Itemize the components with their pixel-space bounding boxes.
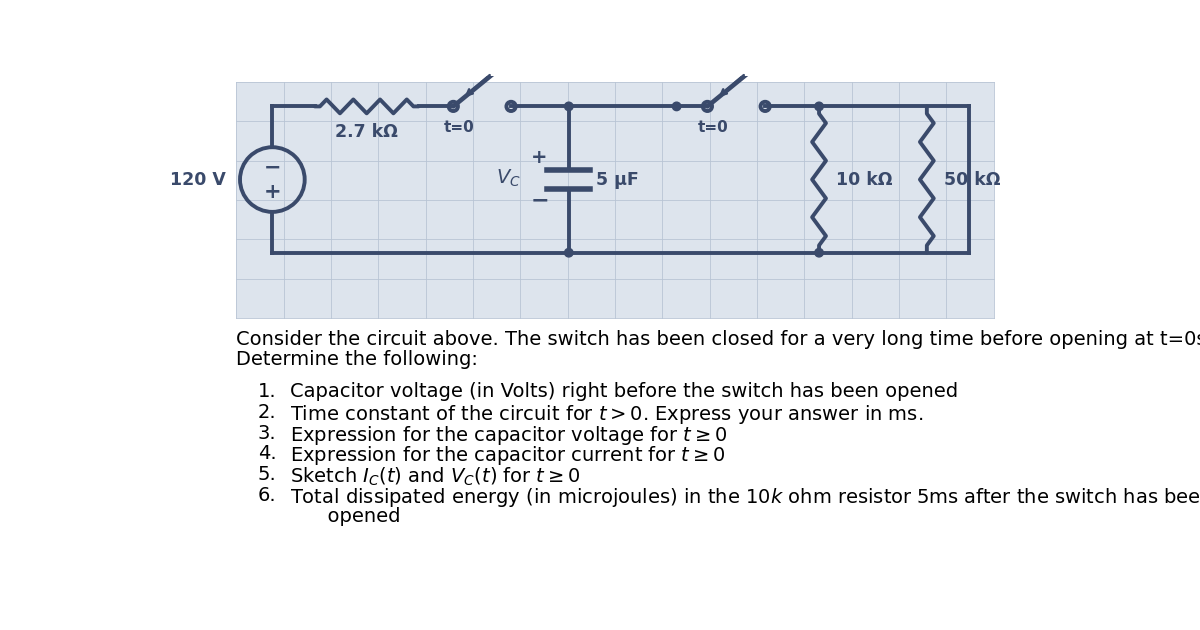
Text: 120 V: 120 V: [170, 171, 226, 188]
Text: 5 μF: 5 μF: [595, 171, 638, 188]
Circle shape: [564, 102, 574, 111]
Text: Expression for the capacitor voltage for $t \geq 0$: Expression for the capacitor voltage for…: [290, 423, 727, 447]
Text: t=0: t=0: [444, 120, 475, 135]
Text: Capacitor voltage (in Volts) right before the switch has been opened: Capacitor voltage (in Volts) right befor…: [290, 382, 958, 401]
Text: 5.: 5.: [258, 465, 276, 484]
Text: 2.7 kΩ: 2.7 kΩ: [335, 123, 398, 141]
Circle shape: [672, 102, 680, 111]
Bar: [236, 82, 994, 318]
Circle shape: [815, 248, 823, 257]
Text: 10 kΩ: 10 kΩ: [836, 171, 893, 188]
Text: +: +: [532, 148, 547, 167]
Text: Sketch $I_C(t)$ and $V_C(t)$ for $t \geq 0$: Sketch $I_C(t)$ and $V_C(t)$ for $t \geq…: [290, 465, 581, 488]
Text: Time constant of the circuit for $t > 0$. Express your answer in ms.: Time constant of the circuit for $t > 0$…: [290, 403, 923, 426]
Text: −: −: [530, 190, 548, 210]
Text: 2.: 2.: [258, 403, 276, 422]
Text: −: −: [264, 158, 281, 177]
Text: $V_C$: $V_C$: [497, 168, 521, 188]
Text: 1.: 1.: [258, 382, 276, 401]
Text: t=0: t=0: [698, 120, 728, 135]
Text: 4.: 4.: [258, 444, 276, 464]
Text: Consider the circuit above. The switch has been closed for a very long time befo: Consider the circuit above. The switch h…: [236, 329, 1200, 348]
Text: Total dissipated energy (in microjoules) in the $10k$ ohm resistor 5ms after the: Total dissipated energy (in microjoules)…: [290, 486, 1200, 509]
Text: 3.: 3.: [258, 423, 276, 443]
Text: Expression for the capacitor current for $t \geq 0$: Expression for the capacitor current for…: [290, 444, 726, 467]
Text: Determine the following:: Determine the following:: [236, 350, 478, 369]
Text: 6.: 6.: [258, 486, 276, 505]
Circle shape: [815, 102, 823, 111]
Circle shape: [564, 248, 574, 257]
Text: opened: opened: [290, 507, 401, 526]
Text: +: +: [264, 182, 281, 202]
Text: 50 kΩ: 50 kΩ: [943, 171, 1001, 188]
